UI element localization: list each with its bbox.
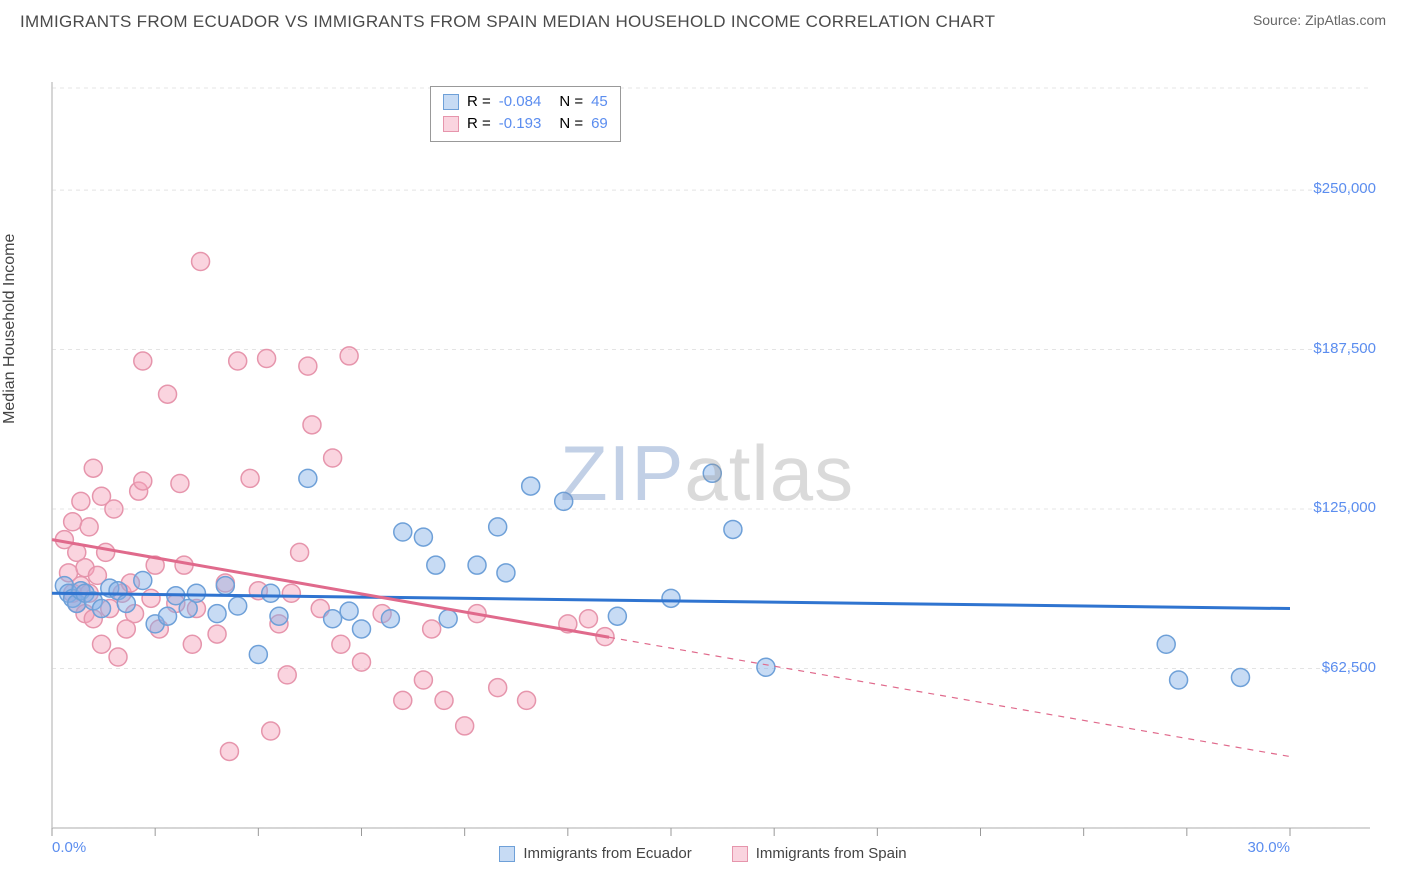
n-value-ecuador: 45 [591, 91, 608, 113]
n-value-spain: 69 [591, 113, 608, 135]
y-axis-label: Median Household Income [1, 234, 19, 424]
page-title: IMMIGRANTS FROM ECUADOR VS IMMIGRANTS FR… [20, 12, 995, 32]
r-value-spain: -0.193 [499, 113, 542, 135]
source-prefix: Source: [1253, 12, 1305, 28]
series-legend: 0.0% Immigrants from Ecuador Immigrants … [0, 845, 1406, 862]
r-label: R = [467, 113, 491, 135]
y-tick-label: $187,500 [1313, 340, 1376, 357]
legend-label-spain: Immigrants from Spain [756, 845, 907, 862]
n-label: N = [559, 91, 583, 113]
swatch-spain [443, 116, 459, 132]
x-min-label: 0.0% [52, 839, 86, 856]
source-link[interactable]: ZipAtlas.com [1305, 12, 1386, 28]
correlation-chart: Median Household Income ZIPatlas R = -0.… [0, 38, 1406, 868]
legend-item-ecuador: Immigrants from Ecuador [499, 845, 691, 862]
r-label: R = [467, 91, 491, 113]
y-tick-label: $62,500 [1322, 659, 1376, 676]
legend-row-ecuador: R = -0.084 N = 45 [443, 91, 608, 113]
legend-label-ecuador: Immigrants from Ecuador [523, 845, 691, 862]
swatch-ecuador-icon [499, 846, 515, 862]
chart-svg [0, 38, 1406, 868]
swatch-spain-icon [732, 846, 748, 862]
y-tick-label: $125,000 [1313, 499, 1376, 516]
y-tick-label: $250,000 [1313, 180, 1376, 197]
source-attribution: Source: ZipAtlas.com [1253, 12, 1386, 28]
legend-row-spain: R = -0.193 N = 69 [443, 113, 608, 135]
x-max-label: 30.0% [1247, 839, 1290, 856]
n-label: N = [559, 113, 583, 135]
correlation-legend: R = -0.084 N = 45 R = -0.193 N = 69 [430, 86, 621, 142]
swatch-ecuador [443, 94, 459, 110]
legend-item-spain: Immigrants from Spain [732, 845, 907, 862]
r-value-ecuador: -0.084 [499, 91, 542, 113]
